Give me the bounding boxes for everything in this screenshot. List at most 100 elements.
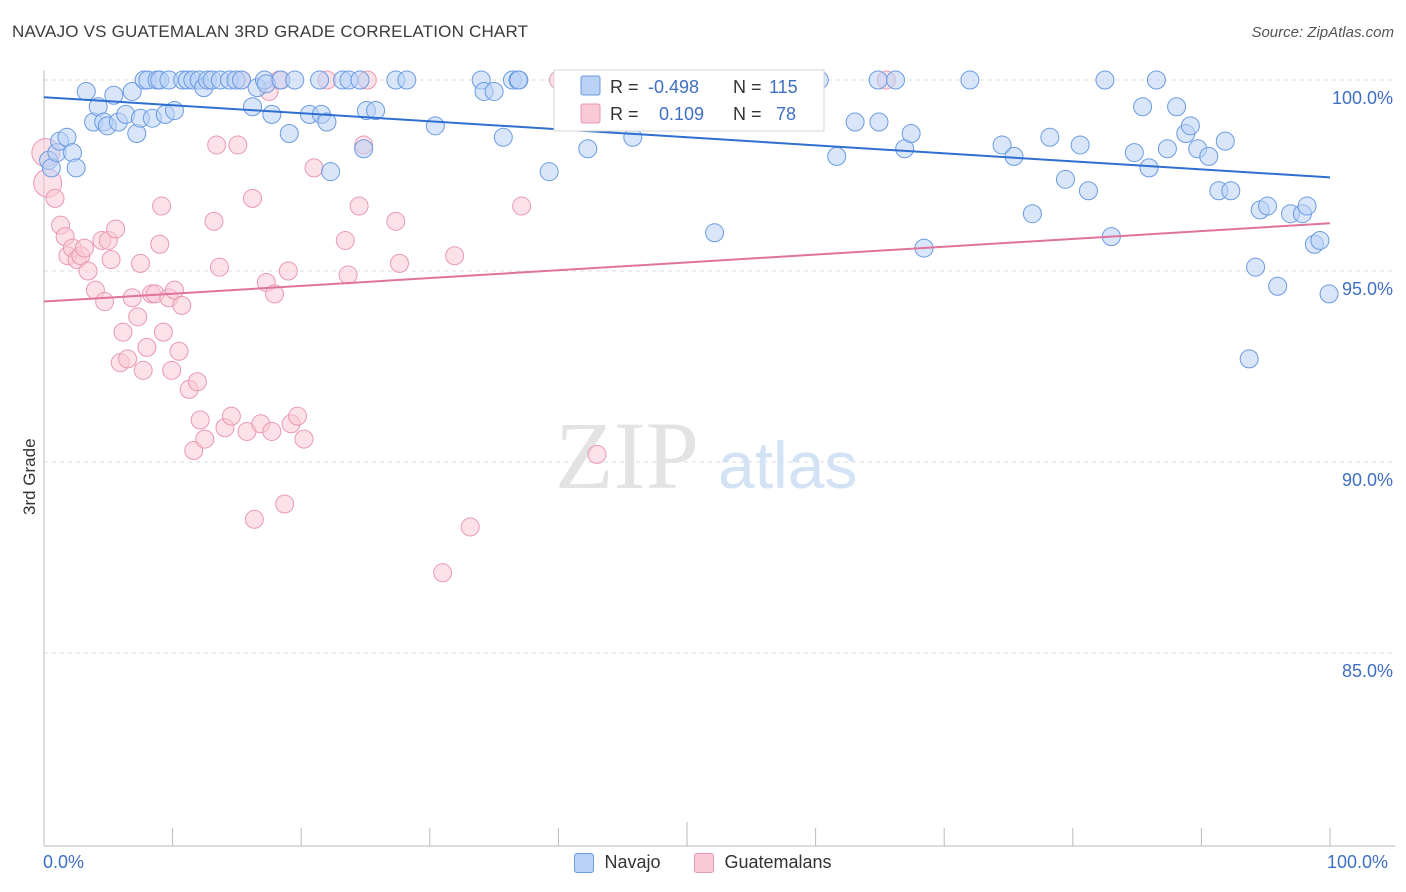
- watermark-atlas: atlas: [718, 428, 857, 502]
- y-tick-label: 100.0%: [1332, 88, 1393, 108]
- guatemalans-point: [169, 341, 189, 361]
- guatemalans-point: [113, 322, 133, 342]
- legend-item-guatemalans[interactable]: Guatemalans: [694, 852, 832, 873]
- guatemalans-point: [587, 444, 607, 464]
- navajo-point: [279, 123, 299, 143]
- guatemalans-point: [512, 196, 532, 216]
- navajo-point: [1180, 116, 1200, 136]
- guatemalans-point: [221, 406, 241, 426]
- y-tick-label: 90.0%: [1342, 470, 1393, 490]
- navajo-point: [354, 139, 374, 159]
- navajo-point: [317, 112, 337, 132]
- guatemalans-point: [278, 261, 298, 281]
- navajo-point: [76, 81, 96, 101]
- guatemalans-point: [288, 406, 308, 426]
- navajo-point: [231, 70, 251, 90]
- guatemalans-point: [335, 230, 355, 250]
- gridlines: [44, 79, 1395, 654]
- guatemalans-point: [386, 211, 406, 231]
- navajo-point: [578, 139, 598, 159]
- guatemalans-point: [78, 261, 98, 281]
- navajo-point: [1239, 349, 1259, 369]
- guatemalans-trend-line: [43, 222, 1331, 303]
- guatemalans-point: [349, 196, 369, 216]
- guatemalans-point: [137, 337, 157, 357]
- guatemalans-point: [265, 284, 285, 304]
- guatemalans-point: [338, 265, 358, 285]
- navajo-point: [1055, 169, 1075, 189]
- navajo-point: [539, 162, 559, 182]
- guatemalans-point: [130, 253, 150, 273]
- legend-n-value-navajo: 115: [769, 77, 798, 97]
- guatemalans-point: [153, 322, 173, 342]
- chart-title: NAVAJO VS GUATEMALAN 3RD GRADE CORRELATI…: [12, 22, 529, 41]
- legend-item-navajo[interactable]: Navajo: [574, 852, 660, 873]
- navajo-point: [493, 127, 513, 147]
- guatemalans-point: [101, 250, 121, 270]
- guatemalans-point: [187, 372, 207, 392]
- navajo-points: [39, 70, 1339, 369]
- navajo-point: [66, 158, 86, 178]
- navajo-point: [321, 162, 341, 182]
- navajo-point: [310, 70, 330, 90]
- navajo-point: [886, 70, 906, 90]
- navajo-point: [1319, 284, 1339, 304]
- navajo-point: [992, 135, 1012, 155]
- navajo-point: [827, 146, 847, 166]
- guatemalans-swatch: [694, 852, 715, 873]
- guatemalans-point: [118, 349, 138, 369]
- legend-n-value-guatemalans: 78: [776, 104, 796, 124]
- navajo-point: [1124, 143, 1144, 163]
- navajo-point: [1070, 135, 1090, 155]
- navajo-point: [366, 101, 386, 121]
- axes: [43, 70, 1395, 847]
- guatemalans-point: [389, 253, 409, 273]
- navajo-point: [1246, 257, 1266, 277]
- x-tick-label-max: 100.0%: [1327, 852, 1389, 872]
- y-tick-label: 95.0%: [1342, 279, 1393, 299]
- navajo-point: [960, 70, 980, 90]
- navajo-point: [1133, 97, 1153, 117]
- navajo-point: [104, 85, 124, 105]
- series-legend: Navajo Guatemalans: [0, 852, 1406, 873]
- legend-label-navajo: Navajo: [604, 852, 661, 872]
- guatemalans-point: [460, 517, 480, 537]
- navajo-point: [1297, 196, 1317, 216]
- navajo-point: [285, 70, 305, 90]
- legend-r-label-guatemalans: R =: [610, 104, 639, 124]
- watermark: ZIP atlas: [555, 402, 857, 509]
- guatemalans-point: [207, 135, 227, 155]
- navajo-point: [1157, 139, 1177, 159]
- navajo-point: [350, 70, 370, 90]
- navajo-point: [869, 112, 889, 132]
- guatemalans-point: [275, 494, 295, 514]
- guatemalans-point: [74, 238, 94, 258]
- navajo-point: [1199, 146, 1219, 166]
- guatemalans-point: [209, 257, 229, 277]
- x-tick-label-min: 0.0%: [43, 852, 85, 872]
- navajo-point: [705, 223, 725, 243]
- legend-label-guatemalans: Guatemalans: [724, 852, 832, 872]
- navajo-point: [122, 81, 142, 101]
- legend-r-label-navajo: R =: [610, 77, 639, 97]
- legend-r-value-guatemalans: 0.109: [659, 104, 704, 124]
- guatemalans-point: [262, 421, 282, 441]
- navajo-point: [1078, 181, 1098, 201]
- guatemalans-point: [244, 509, 264, 529]
- legend-n-label-navajo: N =: [733, 77, 762, 97]
- guatemalans-point: [45, 188, 65, 208]
- y-tick-label: 85.0%: [1342, 661, 1393, 681]
- guatemalans-point: [128, 307, 148, 327]
- navajo-point: [1167, 97, 1187, 117]
- navajo-point: [901, 123, 921, 143]
- navajo-swatch: [574, 852, 595, 873]
- guatemalans-point: [228, 135, 248, 155]
- guatemalans-point: [304, 158, 324, 178]
- source-label: Source: ZipAtlas.com: [1251, 24, 1394, 41]
- navajo-point: [1221, 181, 1241, 201]
- guatemalans-point: [184, 441, 204, 461]
- navajo-point: [262, 104, 282, 124]
- navajo-point: [1139, 158, 1159, 178]
- guatemalans-point: [190, 410, 210, 430]
- guatemalans-point: [445, 246, 465, 266]
